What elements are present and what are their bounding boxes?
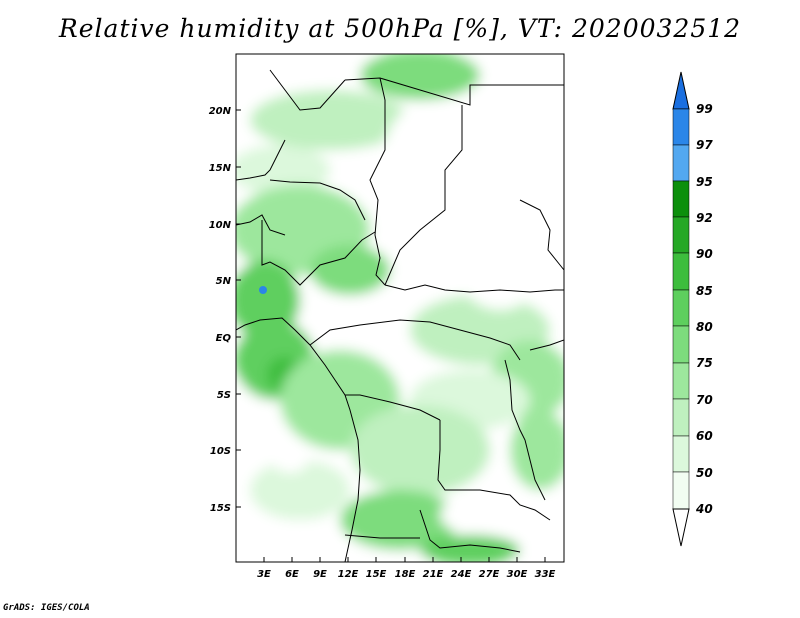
- colorbar-segment: [672, 180, 690, 218]
- lon-label: 21E: [423, 569, 444, 580]
- colorbar-label: 85: [696, 284, 713, 298]
- lat-label: EQ: [216, 333, 232, 344]
- high-humidity-spot: [259, 286, 267, 294]
- lat-label: 10S: [210, 446, 231, 457]
- humidity-field: [236, 54, 564, 562]
- lat-label: 15S: [210, 503, 231, 514]
- lon-label: 18E: [395, 569, 416, 580]
- colorbar-segment: [672, 325, 690, 364]
- lon-label: 12E: [338, 569, 359, 580]
- colorbar-label: 50: [696, 466, 713, 480]
- colorbar-label: 75: [696, 356, 713, 370]
- colorbar-label: 60: [696, 429, 713, 443]
- colorbar-label: 40: [695, 502, 713, 516]
- lat-label: 15N: [209, 163, 232, 174]
- colorbar-segment: [672, 471, 690, 510]
- colorbar-segment: [672, 216, 690, 254]
- lon-label: 3E: [257, 569, 271, 580]
- colorbar-segment: [672, 252, 690, 291]
- lat-label: 5N: [216, 276, 232, 287]
- lon-label: 27E: [479, 569, 500, 580]
- axis-ticks: [236, 109, 546, 562]
- colorbar-label: 70: [696, 393, 713, 407]
- map-frame: [235, 53, 565, 563]
- lon-label: 15E: [366, 569, 387, 580]
- colorbar-segment: [672, 108, 690, 146]
- colorbar-label: 90: [696, 247, 713, 261]
- colorbar-label: 80: [696, 320, 713, 334]
- colorbar-top-arrow: [672, 71, 690, 110]
- colorbar: [672, 71, 690, 547]
- lon-label: 6E: [285, 569, 299, 580]
- colorbar-segment: [672, 398, 690, 437]
- grads-credit: GrADS: IGES/COLA: [3, 603, 90, 613]
- colorbar-segment: [672, 144, 690, 182]
- lon-label: 24E: [451, 569, 472, 580]
- colorbar-label: 97: [696, 138, 713, 152]
- colorbar-label: 99: [696, 102, 713, 116]
- colorbar-label: 92: [696, 211, 713, 225]
- colorbar-segment: [672, 289, 690, 327]
- colorbar-segment: [672, 362, 690, 400]
- lon-label: 9E: [313, 569, 327, 580]
- lat-label: 5S: [217, 390, 231, 401]
- colorbar-segment: [672, 435, 690, 473]
- lon-label: 33E: [535, 569, 556, 580]
- map-title: Relative humidity at 500hPa [%], VT: 202…: [58, 14, 742, 43]
- colorbar-label: 95: [696, 175, 713, 189]
- lon-label: 30E: [507, 569, 528, 580]
- colorbar-bottom-arrow: [672, 508, 690, 547]
- lat-label: 10N: [209, 220, 232, 231]
- boundaries: [236, 69, 564, 562]
- lat-label: 20N: [209, 106, 232, 117]
